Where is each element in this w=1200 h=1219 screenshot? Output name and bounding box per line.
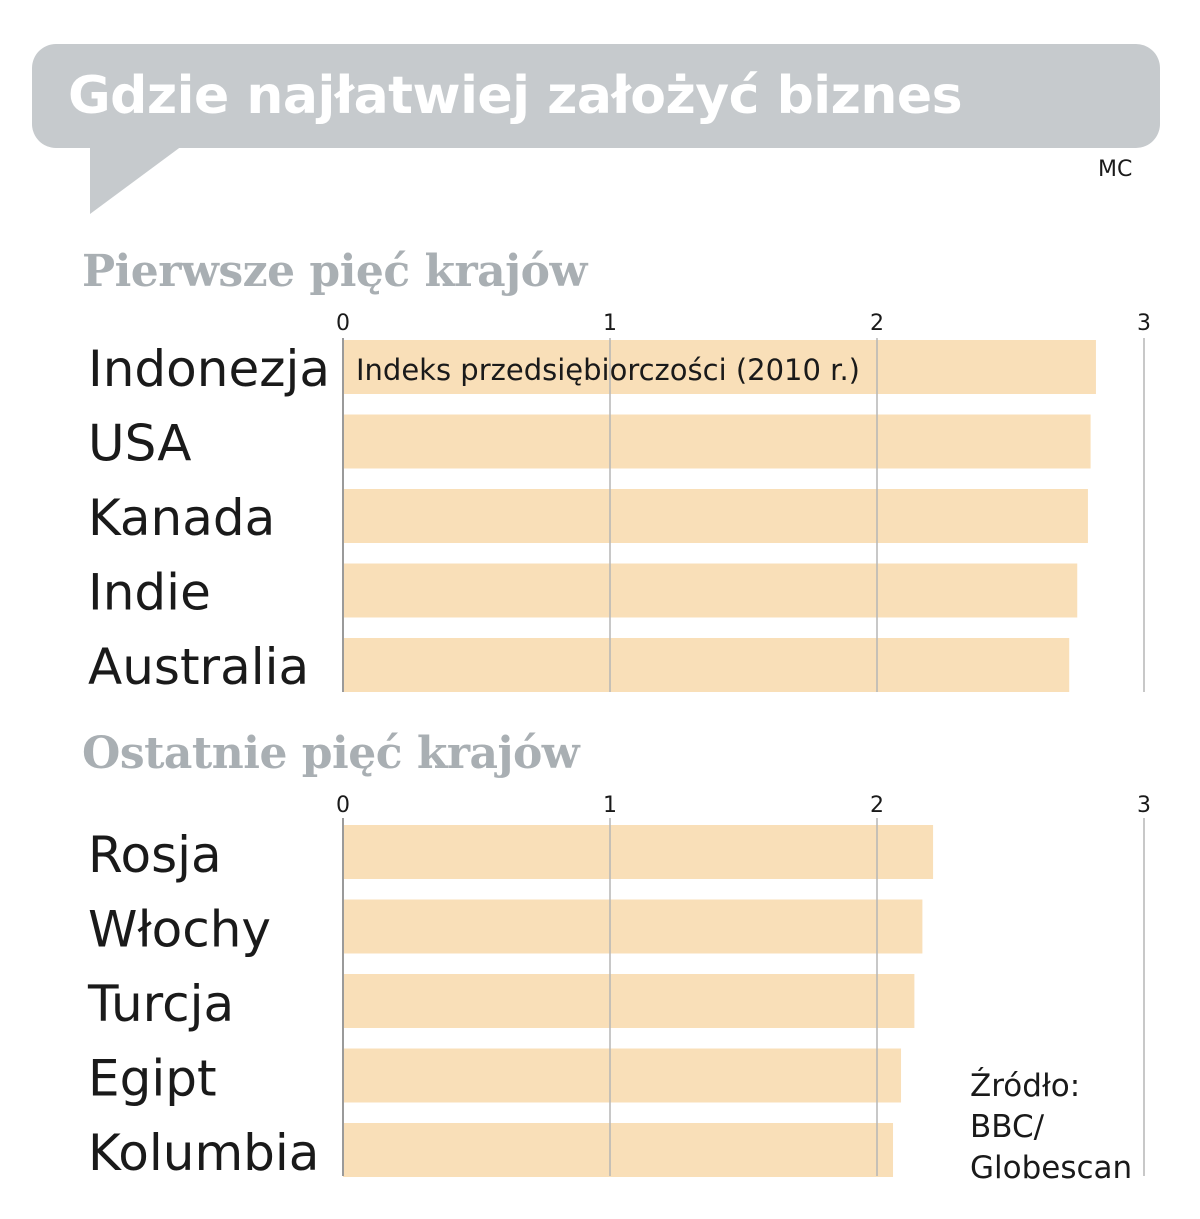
category-label: Kolumbia [88,1124,319,1182]
tick-label: 2 [870,311,884,336]
source-line-3: Globescan [970,1150,1133,1186]
category-label: Australia [88,638,309,696]
bar [343,899,923,954]
category-label: Egipt [88,1050,217,1108]
bar [343,825,934,879]
bar [343,489,1088,543]
section-title-top: Pierwsze pięć krajów [82,246,587,297]
bar [343,340,1096,394]
bar [343,638,1070,692]
author-initials: MC [1098,157,1133,182]
category-label: Rosja [88,826,222,884]
tick-label: 0 [336,793,350,818]
category-label: Włochy [88,901,271,959]
source-line-2: BBC/ [970,1109,1045,1145]
category-label: Indonezja [88,340,330,398]
tick-label: 3 [1137,793,1151,818]
speech-bubble-tail [90,140,190,214]
bar [343,974,915,1028]
bar [343,563,1078,618]
bar [343,414,1091,469]
bar [343,1048,902,1103]
category-label: USA [88,415,191,473]
tick-label: 0 [336,311,350,336]
section-title-bottom: Ostatnie pięć krajów [82,728,580,779]
category-label: Kanada [88,489,275,547]
source-label: Źródło: [970,1068,1081,1104]
tick-label: 3 [1137,311,1151,336]
title-bubble [32,44,1160,148]
chart-annotation: Indeks przedsiębiorczości (2010 r.) [356,353,860,387]
source-note: Źródło: BBC/ Globescan [970,1066,1132,1189]
page-title: Gdzie najłatwiej założyć biznes [68,66,963,126]
category-label: Turcja [87,975,234,1033]
tick-label: 1 [603,311,617,336]
bar [343,1123,894,1177]
tick-label: 2 [870,793,884,818]
tick-label: 1 [603,793,617,818]
category-label: Indie [88,564,211,622]
